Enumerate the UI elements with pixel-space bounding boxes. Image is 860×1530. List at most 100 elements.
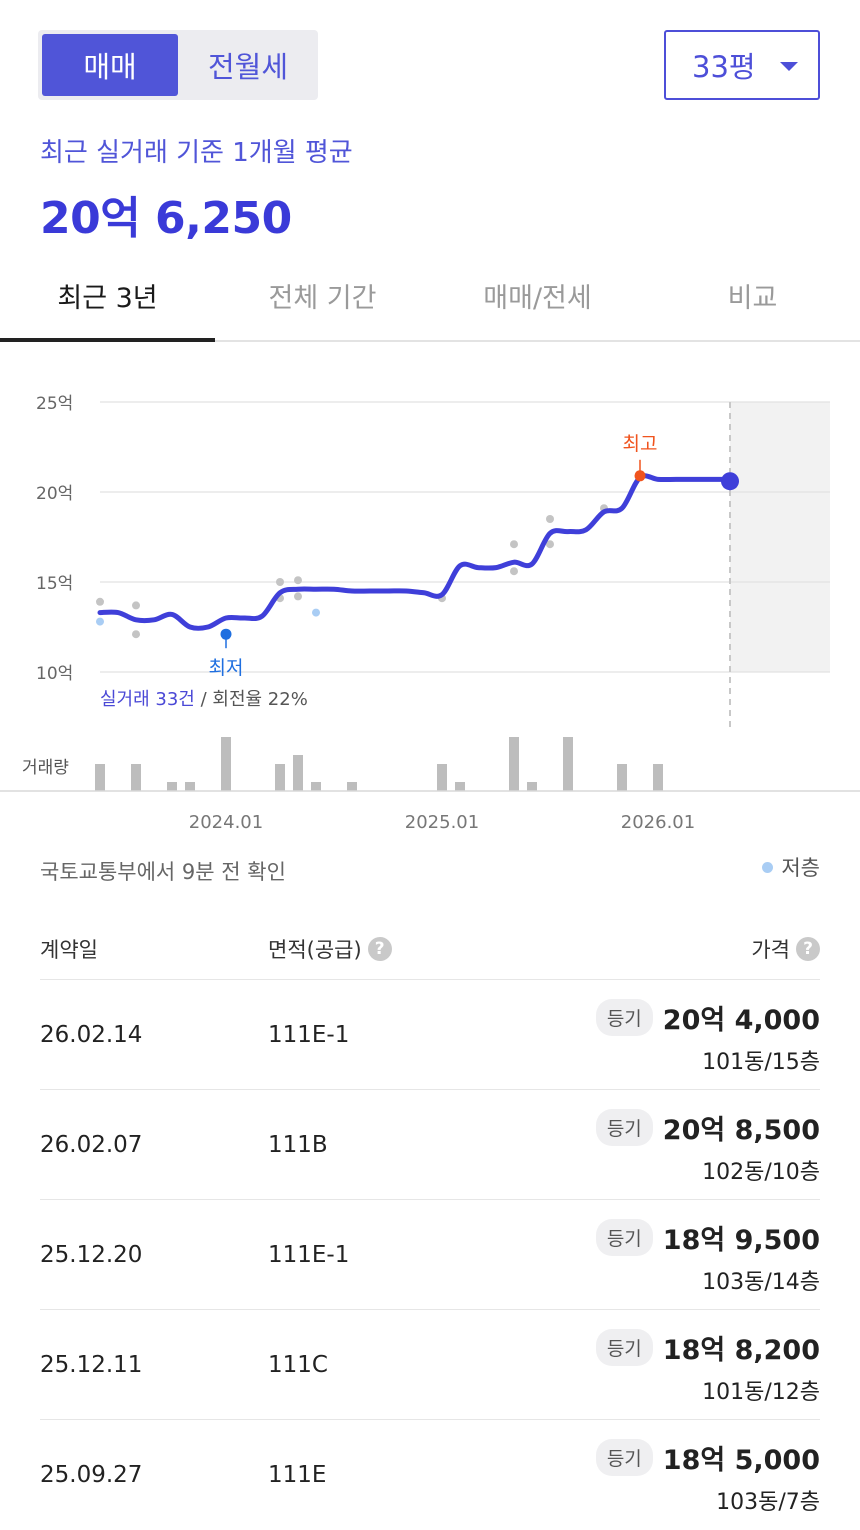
legend-low-floor-label: 저층 xyxy=(781,856,820,880)
header-price-label: 가격 xyxy=(751,938,790,962)
help-icon[interactable]: ? xyxy=(367,937,392,961)
volume-bar xyxy=(347,782,357,791)
trade-dot xyxy=(294,576,302,585)
chart-gridlines: 25억 20억 15억 10억 xyxy=(36,394,830,684)
building-floor: 103동/14층 xyxy=(702,1270,820,1295)
average-price-value: 20억 6,250 xyxy=(40,193,292,244)
table-row[interactable]: 25.12.20 111E-1 등기 18억 9,500 103동/14층 xyxy=(40,1200,820,1310)
trade-price: 18억 8,200 xyxy=(662,1335,820,1366)
table-row[interactable]: 25.12.11 111C 등기 18억 8,200 101동/12층 xyxy=(40,1310,820,1420)
current-price-marker xyxy=(721,472,739,491)
trade-summary: 실거래 33건 / 회전율 22% xyxy=(100,689,308,710)
volume-bar xyxy=(221,737,231,791)
turnover-text: / 회전율 22% xyxy=(195,689,308,710)
y-tick-label: 20억 xyxy=(36,484,73,504)
highest-price-label: 최고 xyxy=(623,433,658,455)
average-price-label: 최근 실거래 기준 1개월 평균 xyxy=(40,138,353,168)
price-trend-line xyxy=(97,473,733,631)
header-price: 가격 ? xyxy=(751,934,820,964)
contract-date: 25.12.20 xyxy=(40,1242,143,1268)
trade-dot xyxy=(546,540,554,549)
trade-dot xyxy=(276,578,284,586)
building-floor: 102동/10층 xyxy=(702,1160,820,1185)
trade-table-header: 계약일 면적(공급) ? 가격 ? xyxy=(40,912,820,980)
price-cell: 등기 18억 5,000 xyxy=(595,1438,820,1477)
trade-dot xyxy=(294,592,302,601)
trade-dot xyxy=(312,608,320,617)
price-cell: 등기 20억 8,500 xyxy=(595,1108,820,1147)
volume-bar xyxy=(131,764,141,791)
building-floor: 101동/12층 xyxy=(702,1380,820,1405)
chart-markers: 최저 최고 xyxy=(209,433,739,679)
trade-dot xyxy=(96,597,104,606)
deal-type-toggle: 매매 전월세 xyxy=(38,30,318,100)
deal-type-rent-button[interactable]: 전월세 xyxy=(180,34,316,96)
registered-badge: 등기 xyxy=(595,1219,653,1256)
volume-bar xyxy=(167,782,177,791)
trade-price: 18억 5,000 xyxy=(662,1445,820,1476)
tab-all-period[interactable]: 전체 기간 xyxy=(268,282,377,314)
size-select-value: 33평 xyxy=(692,50,756,84)
header-area-label: 면적(공급) xyxy=(268,938,362,962)
trade-count-text: 실거래 33건 xyxy=(100,689,195,710)
trade-price: 20억 8,500 xyxy=(662,1115,820,1146)
low-floor-dot-icon xyxy=(762,861,774,873)
tab-compare[interactable]: 비교 xyxy=(727,282,778,314)
volume-bar xyxy=(527,782,537,791)
header-contract-date: 계약일 xyxy=(40,934,98,964)
table-row[interactable]: 26.02.14 111E-1 등기 20억 4,000 101동/15층 xyxy=(40,980,820,1090)
trade-price: 20억 4,000 xyxy=(662,1005,820,1036)
volume-bar xyxy=(563,737,573,791)
building-floor: 101동/15층 xyxy=(702,1050,820,1075)
header-contract-date-label: 계약일 xyxy=(40,938,98,962)
future-region xyxy=(730,402,830,672)
contract-date: 26.02.14 xyxy=(40,1022,143,1048)
header-area: 면적(공급) ? xyxy=(268,934,392,964)
contract-date: 25.12.11 xyxy=(40,1352,143,1378)
volume-bar xyxy=(185,782,195,791)
volume-bar xyxy=(653,764,663,791)
trade-dot xyxy=(96,617,104,626)
registered-badge: 등기 xyxy=(595,1329,653,1366)
volume-bars xyxy=(95,737,663,791)
price-cell: 등기 18억 8,200 xyxy=(595,1328,820,1367)
y-tick-label: 25억 xyxy=(36,394,73,414)
chart-legend: 저층 xyxy=(762,852,820,882)
help-icon[interactable]: ? xyxy=(796,937,820,961)
contract-date: 25.09.27 xyxy=(40,1462,143,1488)
period-tabs: 최근 3년 전체 기간 매매/전세 비교 xyxy=(0,250,860,342)
supply-area: 111E-1 xyxy=(268,1022,350,1048)
tab-recent-3-years[interactable]: 최근 3년 xyxy=(57,282,158,314)
table-row[interactable]: 26.02.07 111B 등기 20억 8,500 102동/10층 xyxy=(40,1090,820,1200)
volume-bar xyxy=(455,782,465,791)
volume-bar xyxy=(437,764,447,791)
supply-area: 111B xyxy=(268,1132,328,1158)
deal-type-sale-button[interactable]: 매매 xyxy=(42,34,178,96)
trade-dot xyxy=(132,601,140,610)
size-select[interactable]: 33평 xyxy=(664,30,820,100)
volume-bar xyxy=(617,764,627,791)
price-cell: 등기 18억 9,500 xyxy=(595,1218,820,1257)
volume-label: 거래량 xyxy=(22,758,69,778)
table-row[interactable]: 25.09.27 111E 등기 18억 5,000 103동/7층 xyxy=(40,1420,820,1530)
volume-bar xyxy=(311,782,321,791)
price-cell: 등기 20억 4,000 xyxy=(595,998,820,1037)
lowest-price-label: 최저 xyxy=(209,657,244,679)
volume-bar xyxy=(275,764,285,791)
x-tick-label: 2024.01 xyxy=(189,812,263,833)
trade-dots xyxy=(96,504,608,639)
x-tick-label: 2025.01 xyxy=(405,812,479,833)
volume-bar xyxy=(293,755,303,791)
active-tab-indicator xyxy=(0,338,215,342)
tab-sale-vs-jeonse[interactable]: 매매/전세 xyxy=(483,282,592,314)
trade-dot xyxy=(510,567,518,576)
registered-badge: 등기 xyxy=(595,1109,653,1146)
x-axis-ticks: 2024.01 2025.01 2026.01 xyxy=(189,812,695,833)
x-tick-label: 2026.01 xyxy=(621,812,695,833)
building-floor: 103동/7층 xyxy=(716,1490,820,1515)
volume-bar xyxy=(95,764,105,791)
caret-down-icon xyxy=(780,62,798,71)
trade-price: 18억 9,500 xyxy=(662,1225,820,1256)
trade-dot xyxy=(132,630,140,639)
